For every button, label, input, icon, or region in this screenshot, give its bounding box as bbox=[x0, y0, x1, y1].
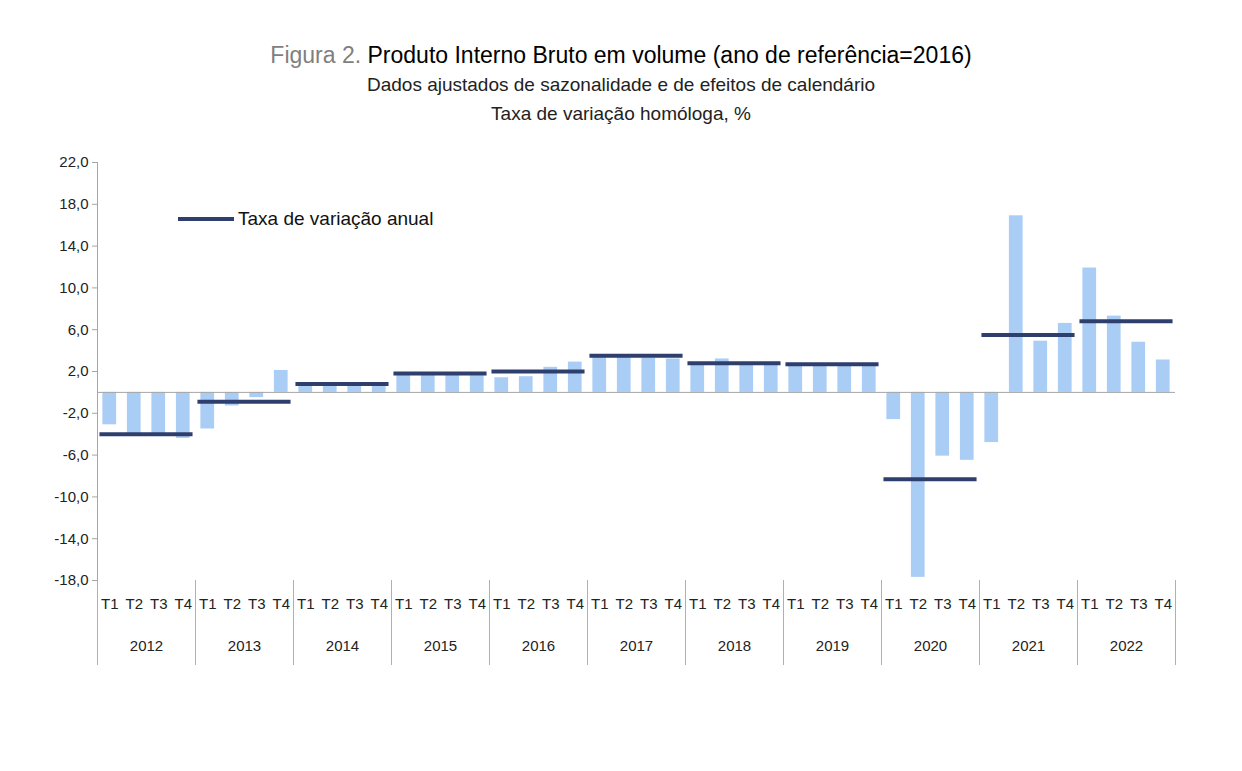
html-text:Taxa de variação homóloga, %: Taxa de variação homóloga, % bbox=[491, 103, 751, 124]
svg-text:2020: 2020 bbox=[914, 637, 947, 654]
svg-text:T3: T3 bbox=[542, 595, 560, 612]
svg-text:T4: T4 bbox=[272, 595, 290, 612]
svg-text:T2: T2 bbox=[615, 595, 633, 612]
svg-text:2014: 2014 bbox=[326, 637, 359, 654]
svg-text:T3: T3 bbox=[150, 595, 168, 612]
svg-text:-2,0: -2,0 bbox=[63, 404, 89, 421]
svg-text:T2: T2 bbox=[517, 595, 535, 612]
svg-text:T3: T3 bbox=[1032, 595, 1050, 612]
svg-text:T3: T3 bbox=[248, 595, 266, 612]
svg-text:T4: T4 bbox=[1056, 595, 1074, 612]
svg-text:T1: T1 bbox=[689, 595, 707, 612]
svg-text:18,0: 18,0 bbox=[59, 195, 88, 212]
svg-text:T2: T2 bbox=[419, 595, 437, 612]
svg-text:T1: T1 bbox=[885, 595, 903, 612]
svg-text:14,0: 14,0 bbox=[59, 237, 88, 254]
svg-text:2016: 2016 bbox=[522, 637, 555, 654]
svg-text:T1: T1 bbox=[395, 595, 413, 612]
svg-text:T3: T3 bbox=[640, 595, 658, 612]
svg-text:T3: T3 bbox=[836, 595, 854, 612]
svg-text:T3: T3 bbox=[444, 595, 462, 612]
svg-text:T4: T4 bbox=[174, 595, 192, 612]
svg-text:T4: T4 bbox=[664, 595, 682, 612]
svg-text:T2: T2 bbox=[811, 595, 829, 612]
svg-text:22,0: 22,0 bbox=[59, 153, 88, 170]
svg-text:T4: T4 bbox=[958, 595, 976, 612]
svg-text:T1: T1 bbox=[493, 595, 511, 612]
svg-text:T4: T4 bbox=[762, 595, 780, 612]
svg-text:T2: T2 bbox=[909, 595, 927, 612]
svg-text:T2: T2 bbox=[321, 595, 339, 612]
svg-text:T2: T2 bbox=[1105, 595, 1123, 612]
svg-text:T3: T3 bbox=[738, 595, 756, 612]
svg-text:2013: 2013 bbox=[228, 637, 261, 654]
svg-text:T2: T2 bbox=[125, 595, 143, 612]
svg-text:-14,0: -14,0 bbox=[54, 530, 88, 547]
svg-text:T1: T1 bbox=[101, 595, 119, 612]
svg-text:T1: T1 bbox=[983, 595, 1001, 612]
svg-text:2015: 2015 bbox=[424, 637, 457, 654]
svg-text:2021: 2021 bbox=[1012, 637, 1045, 654]
svg-text:T2: T2 bbox=[223, 595, 241, 612]
svg-text:2018: 2018 bbox=[718, 637, 751, 654]
svg-text:T4: T4 bbox=[468, 595, 486, 612]
svg-text:T1: T1 bbox=[1081, 595, 1099, 612]
svg-text:T4: T4 bbox=[566, 595, 584, 612]
html-text:Dados ajustados de sazonalidad: Dados ajustados de sazonalidade e de efe… bbox=[367, 74, 875, 95]
svg-text:T2: T2 bbox=[713, 595, 731, 612]
svg-text:T3: T3 bbox=[934, 595, 952, 612]
svg-text:T1: T1 bbox=[787, 595, 805, 612]
svg-text:6,0: 6,0 bbox=[68, 321, 89, 338]
svg-text:10,0: 10,0 bbox=[59, 279, 88, 296]
svg-text:2012: 2012 bbox=[130, 637, 163, 654]
svg-text:2019: 2019 bbox=[816, 637, 849, 654]
svg-text:T4: T4 bbox=[860, 595, 878, 612]
svg-text:T1: T1 bbox=[199, 595, 217, 612]
svg-text:2,0: 2,0 bbox=[68, 362, 89, 379]
svg-text:-18,0: -18,0 bbox=[54, 571, 88, 588]
svg-text:T3: T3 bbox=[346, 595, 364, 612]
svg-text:T4: T4 bbox=[1154, 595, 1172, 612]
html-text:Figura 2. Produto Interno Brut: Figura 2. Produto Interno Bruto em volum… bbox=[270, 42, 972, 68]
svg-text:T3: T3 bbox=[1130, 595, 1148, 612]
svg-text:2017: 2017 bbox=[620, 637, 653, 654]
svg-text:T1: T1 bbox=[591, 595, 609, 612]
svg-text:T4: T4 bbox=[370, 595, 388, 612]
svg-text:-6,0: -6,0 bbox=[63, 446, 89, 463]
html-text:Taxa de variação anual: Taxa de variação anual bbox=[238, 208, 434, 229]
svg-text:T1: T1 bbox=[297, 595, 315, 612]
svg-text:-10,0: -10,0 bbox=[54, 488, 88, 505]
svg-text:2022: 2022 bbox=[1110, 637, 1143, 654]
svg-text:T2: T2 bbox=[1007, 595, 1025, 612]
